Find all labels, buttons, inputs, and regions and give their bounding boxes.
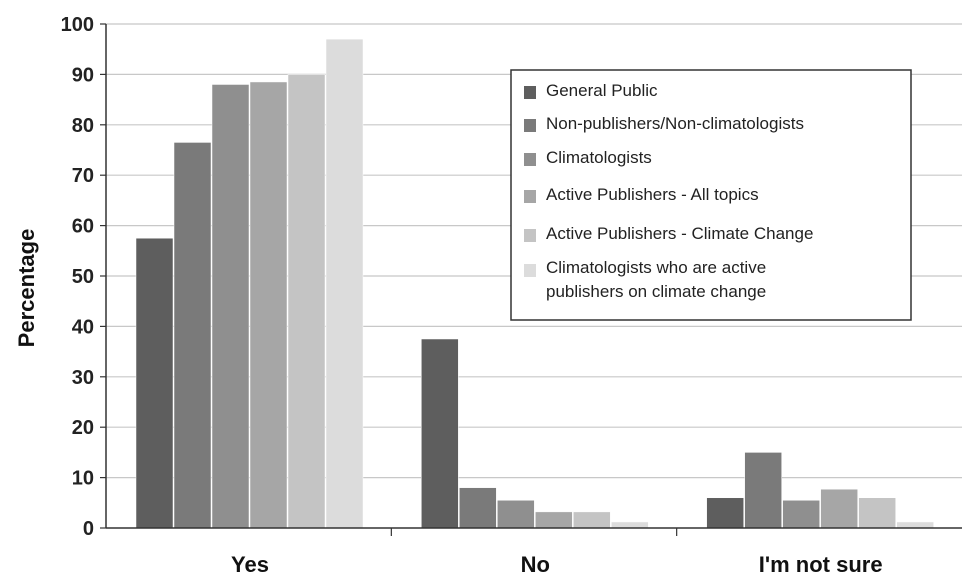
y-tick-label: 10 — [72, 468, 94, 490]
bar — [459, 488, 496, 528]
bar — [288, 74, 325, 528]
bar — [821, 489, 858, 528]
y-tick-label: 100 — [61, 14, 94, 36]
x-category-label: Yes — [231, 552, 269, 576]
bar — [745, 452, 782, 528]
bar — [573, 512, 610, 528]
legend-swatch — [524, 86, 536, 99]
y-tick-label: 40 — [72, 316, 94, 338]
legend-label: Active Publishers - Climate Change — [546, 224, 813, 243]
bar — [326, 39, 363, 528]
legend-label: Active Publishers - All topics — [546, 185, 759, 204]
legend-label: Climatologists — [546, 148, 652, 167]
legend-swatch — [524, 153, 536, 166]
y-tick-label: 0 — [83, 518, 94, 540]
legend: General Public Non-publishers/Non-climato… — [511, 70, 911, 320]
bar — [783, 500, 820, 528]
y-axis-title: Percentage — [14, 229, 39, 348]
bar — [859, 498, 896, 528]
bar — [250, 82, 287, 528]
legend-swatch — [524, 229, 536, 242]
bar — [897, 522, 934, 528]
y-tick-label: 80 — [72, 115, 94, 137]
legend-label: Non-publishers/Non-climatologists — [546, 114, 804, 133]
y-tick-label: 50 — [72, 266, 94, 288]
bar — [174, 142, 211, 528]
y-tick-label: 30 — [72, 367, 94, 389]
bar — [497, 500, 534, 528]
y-tick-label: 90 — [72, 64, 94, 86]
y-tick-label: 70 — [72, 165, 94, 187]
x-category-label: I'm not sure — [759, 552, 883, 576]
legend-label: General Public — [546, 81, 658, 100]
bar — [707, 498, 744, 528]
x-category-labels: Yes No I'm not sure — [231, 528, 883, 576]
y-tick-labels: 0 10 20 30 40 50 60 70 80 90 100 — [61, 14, 106, 540]
bar — [212, 84, 249, 528]
x-category-label: No — [521, 552, 550, 576]
legend-swatch — [524, 190, 536, 203]
legend-swatch — [524, 119, 536, 132]
y-tick-label: 60 — [72, 216, 94, 238]
bar — [535, 512, 572, 528]
bar — [421, 339, 458, 528]
y-tick-label: 20 — [72, 417, 94, 439]
bar — [611, 522, 648, 528]
legend-swatch — [524, 264, 536, 277]
bar — [136, 238, 173, 528]
